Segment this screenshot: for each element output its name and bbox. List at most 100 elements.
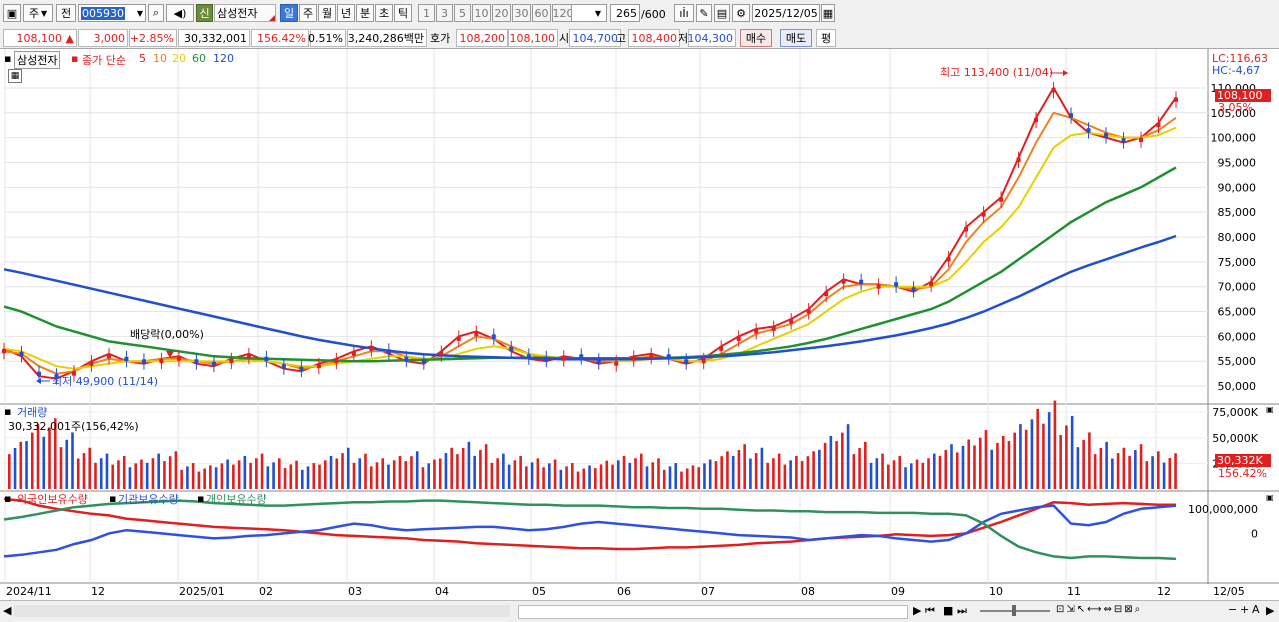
scroll-left-icon[interactable]: ◀ bbox=[3, 604, 12, 617]
rewind-icon[interactable]: ⏮ bbox=[925, 604, 935, 617]
scroll-right-icon[interactable]: ▶ bbox=[1266, 604, 1275, 617]
gear-icon[interactable]: ⚙ bbox=[732, 4, 750, 22]
volume-bar bbox=[1122, 447, 1126, 489]
x-tick-label: 06 bbox=[617, 585, 631, 598]
new-button[interactable]: 신 bbox=[196, 4, 213, 22]
interval-custom-dropdown[interactable]: ▼ bbox=[571, 4, 607, 22]
ma-5-label: 5 bbox=[139, 52, 146, 65]
interval-tab-0[interactable]: 1 bbox=[418, 4, 435, 22]
buy-button[interactable]: 매수 bbox=[740, 29, 772, 47]
volume-bar bbox=[25, 441, 28, 489]
chart-area[interactable]: 110,000105,000100,00095,00090,00085,0008… bbox=[0, 49, 1279, 600]
volume-bar bbox=[795, 455, 798, 489]
volume-bar bbox=[1134, 450, 1137, 489]
volume-bar bbox=[835, 441, 838, 489]
interval-tab-2[interactable]: 5 bbox=[454, 4, 471, 22]
panel-close-icon[interactable]: ▣ bbox=[1266, 493, 1274, 502]
period-tab-6[interactable]: 틱 bbox=[394, 4, 412, 22]
mode-dropdown[interactable]: 주 ▼ bbox=[23, 4, 53, 22]
calendar-icon[interactable]: ▦ bbox=[821, 4, 835, 22]
zoom-out-icon[interactable]: − bbox=[1228, 603, 1238, 616]
grid-toggle-icon[interactable]: ▦ bbox=[8, 69, 22, 83]
search-icon[interactable]: ⌕ bbox=[148, 4, 164, 22]
volume-bar bbox=[117, 460, 120, 489]
scrollbar-thumb[interactable] bbox=[518, 605, 908, 619]
volume-bar bbox=[427, 463, 430, 489]
ma-60-label: 60 bbox=[192, 52, 206, 65]
speaker-icon[interactable]: ◀) bbox=[166, 4, 194, 22]
period-tab-0[interactable]: 일 bbox=[280, 4, 298, 22]
interval-tab-4[interactable]: 20 bbox=[492, 4, 511, 22]
play-icon[interactable]: ▶ bbox=[913, 604, 922, 617]
stock-tag[interactable]: 삼성전자 bbox=[14, 51, 61, 69]
period-tab-1[interactable]: 주 bbox=[299, 4, 317, 22]
period-tab-4[interactable]: 분 bbox=[356, 4, 374, 22]
volume-bar bbox=[180, 469, 183, 489]
volume-bar bbox=[703, 463, 706, 489]
date-input[interactable]: 2025/12/05 bbox=[752, 4, 820, 22]
save-icon[interactable]: ▤ bbox=[714, 4, 730, 22]
stock-code-input[interactable]: 005930 ▼ bbox=[78, 4, 146, 22]
volume-bar bbox=[927, 458, 930, 489]
period-tab-5[interactable]: 초 bbox=[375, 4, 393, 22]
zoom-in-icon[interactable]: + bbox=[1240, 603, 1250, 616]
chart-canvas[interactable]: 110,000105,000100,00095,00090,00085,0008… bbox=[0, 49, 1279, 600]
horizontal-scrollbar[interactable] bbox=[14, 605, 510, 617]
window-menu-icon[interactable]: ▣ bbox=[3, 4, 21, 22]
stock-name-field[interactable]: 삼성전자 bbox=[214, 4, 276, 22]
volume-bar bbox=[548, 463, 551, 489]
x-tick-label: 03 bbox=[348, 585, 362, 598]
prev-button[interactable]: 전 bbox=[56, 4, 76, 22]
volume-bar bbox=[301, 469, 304, 489]
panel-close-icon[interactable]: ▣ bbox=[1266, 405, 1274, 414]
candle-body bbox=[1086, 128, 1091, 133]
volume-bar bbox=[944, 450, 948, 489]
period-tab-3[interactable]: 년 bbox=[337, 4, 355, 22]
draw-tool-icon[interactable]: ✎ bbox=[696, 4, 712, 22]
volume-bar bbox=[789, 460, 792, 489]
x-tick-label: 11 bbox=[1067, 585, 1081, 598]
zoom-slider-thumb[interactable] bbox=[1012, 605, 1016, 616]
x-tick-label: 08 bbox=[801, 585, 815, 598]
period-tab-2[interactable]: 월 bbox=[318, 4, 336, 22]
volume-title: 거래량 bbox=[17, 406, 48, 419]
volume-bar bbox=[576, 471, 580, 489]
volume-bar bbox=[1088, 432, 1091, 489]
volume-bar bbox=[887, 464, 890, 489]
candle-body bbox=[789, 319, 794, 324]
candle-body bbox=[1069, 113, 1074, 118]
volume-bar bbox=[42, 436, 46, 489]
volume-bar bbox=[433, 459, 436, 489]
bar-count-input[interactable]: 265 bbox=[610, 4, 640, 22]
interval-tab-3[interactable]: 10 bbox=[472, 4, 491, 22]
candle-body bbox=[421, 359, 426, 364]
candle-body bbox=[71, 371, 76, 376]
trade-amount: 3,240,286백만 bbox=[347, 29, 427, 47]
eval-button[interactable]: 평 bbox=[816, 29, 836, 47]
stop-icon[interactable]: ■ bbox=[943, 604, 954, 617]
up-arrow-icon: ▲ bbox=[65, 31, 74, 45]
volume-bar bbox=[708, 459, 712, 489]
candle-body bbox=[824, 291, 829, 297]
bottom-toolbar: ◀ ▶ ⏮ ■ ⏭ ⊡⇲↖⟷⇔⊟⊠⌕ − + A ▶ bbox=[0, 600, 1279, 622]
volume-bar bbox=[283, 468, 287, 489]
interval-tab-1[interactable]: 3 bbox=[436, 4, 453, 22]
font-size-icon[interactable]: A bbox=[1252, 603, 1260, 616]
volume-bar bbox=[1162, 462, 1166, 489]
high-price: 108,400 bbox=[628, 29, 680, 47]
interval-tab-5[interactable]: 30 bbox=[512, 4, 531, 22]
fast-forward-icon[interactable]: ⏭ bbox=[957, 604, 967, 617]
interval-tab-7[interactable]: 120 bbox=[552, 4, 574, 22]
interval-tab-6[interactable]: 60 bbox=[532, 4, 551, 22]
volume-bar bbox=[932, 453, 936, 489]
volume-bar bbox=[525, 466, 528, 489]
volume-bar bbox=[1139, 444, 1143, 489]
y-tick-label: 65,000 bbox=[1218, 306, 1257, 319]
ask-label: 호가 bbox=[430, 32, 451, 45]
volume-bar bbox=[1030, 419, 1034, 489]
sell-button[interactable]: 매도 bbox=[780, 29, 812, 47]
view-tools-icon[interactable]: ⊡⇲↖⟷⇔⊟⊠⌕ bbox=[1056, 604, 1143, 615]
candle-type-icon[interactable]: ıİı bbox=[674, 4, 694, 22]
candle-body bbox=[1121, 138, 1126, 143]
panel-marker-icon: ▪ bbox=[4, 52, 12, 65]
